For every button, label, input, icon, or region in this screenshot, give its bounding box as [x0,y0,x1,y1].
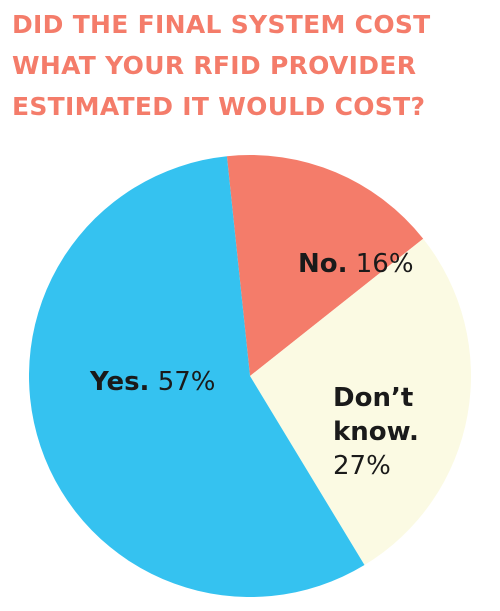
slice-label-dont-know-name-line: know. [333,417,419,447]
slice-label-no-name: No. [298,249,348,279]
slice-label-yes: Yes. 57% [89,367,216,397]
pie-slice-1 [226,155,424,376]
slice-label-yes-value: 57% [149,367,215,397]
slice-label-dont-know-name-line: Don’t [333,383,413,413]
pie-slice-3 [29,156,365,597]
slice-label-no: No. 16% [298,249,414,279]
slice-label-dont-know-value: 27% [333,451,391,481]
slice-label-yes-name: Yes. [89,367,149,397]
pie-slice-2 [250,238,471,566]
chart-title: DID THE FINAL SYSTEM COST WHAT YOUR RFID… [12,10,431,121]
slice-label-no-value: 16% [348,249,414,279]
slice-label-dont-know: Don’t know. 27% [333,383,419,481]
